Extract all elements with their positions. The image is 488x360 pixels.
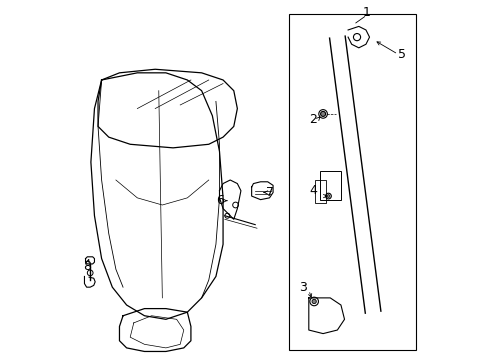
Text: 8: 8	[83, 260, 91, 273]
Bar	[288, 14, 415, 350]
Circle shape	[326, 195, 329, 198]
Bar	[319, 171, 340, 200]
Circle shape	[320, 111, 325, 116]
Text: 4: 4	[309, 184, 317, 197]
Text: 2: 2	[309, 113, 317, 126]
Text: 1: 1	[363, 6, 370, 19]
Circle shape	[311, 299, 316, 303]
Text: 7: 7	[265, 186, 274, 199]
Text: 3: 3	[299, 281, 307, 294]
Text: 6: 6	[216, 194, 224, 207]
Text: 5: 5	[397, 48, 405, 61]
Bar	[315, 180, 325, 203]
